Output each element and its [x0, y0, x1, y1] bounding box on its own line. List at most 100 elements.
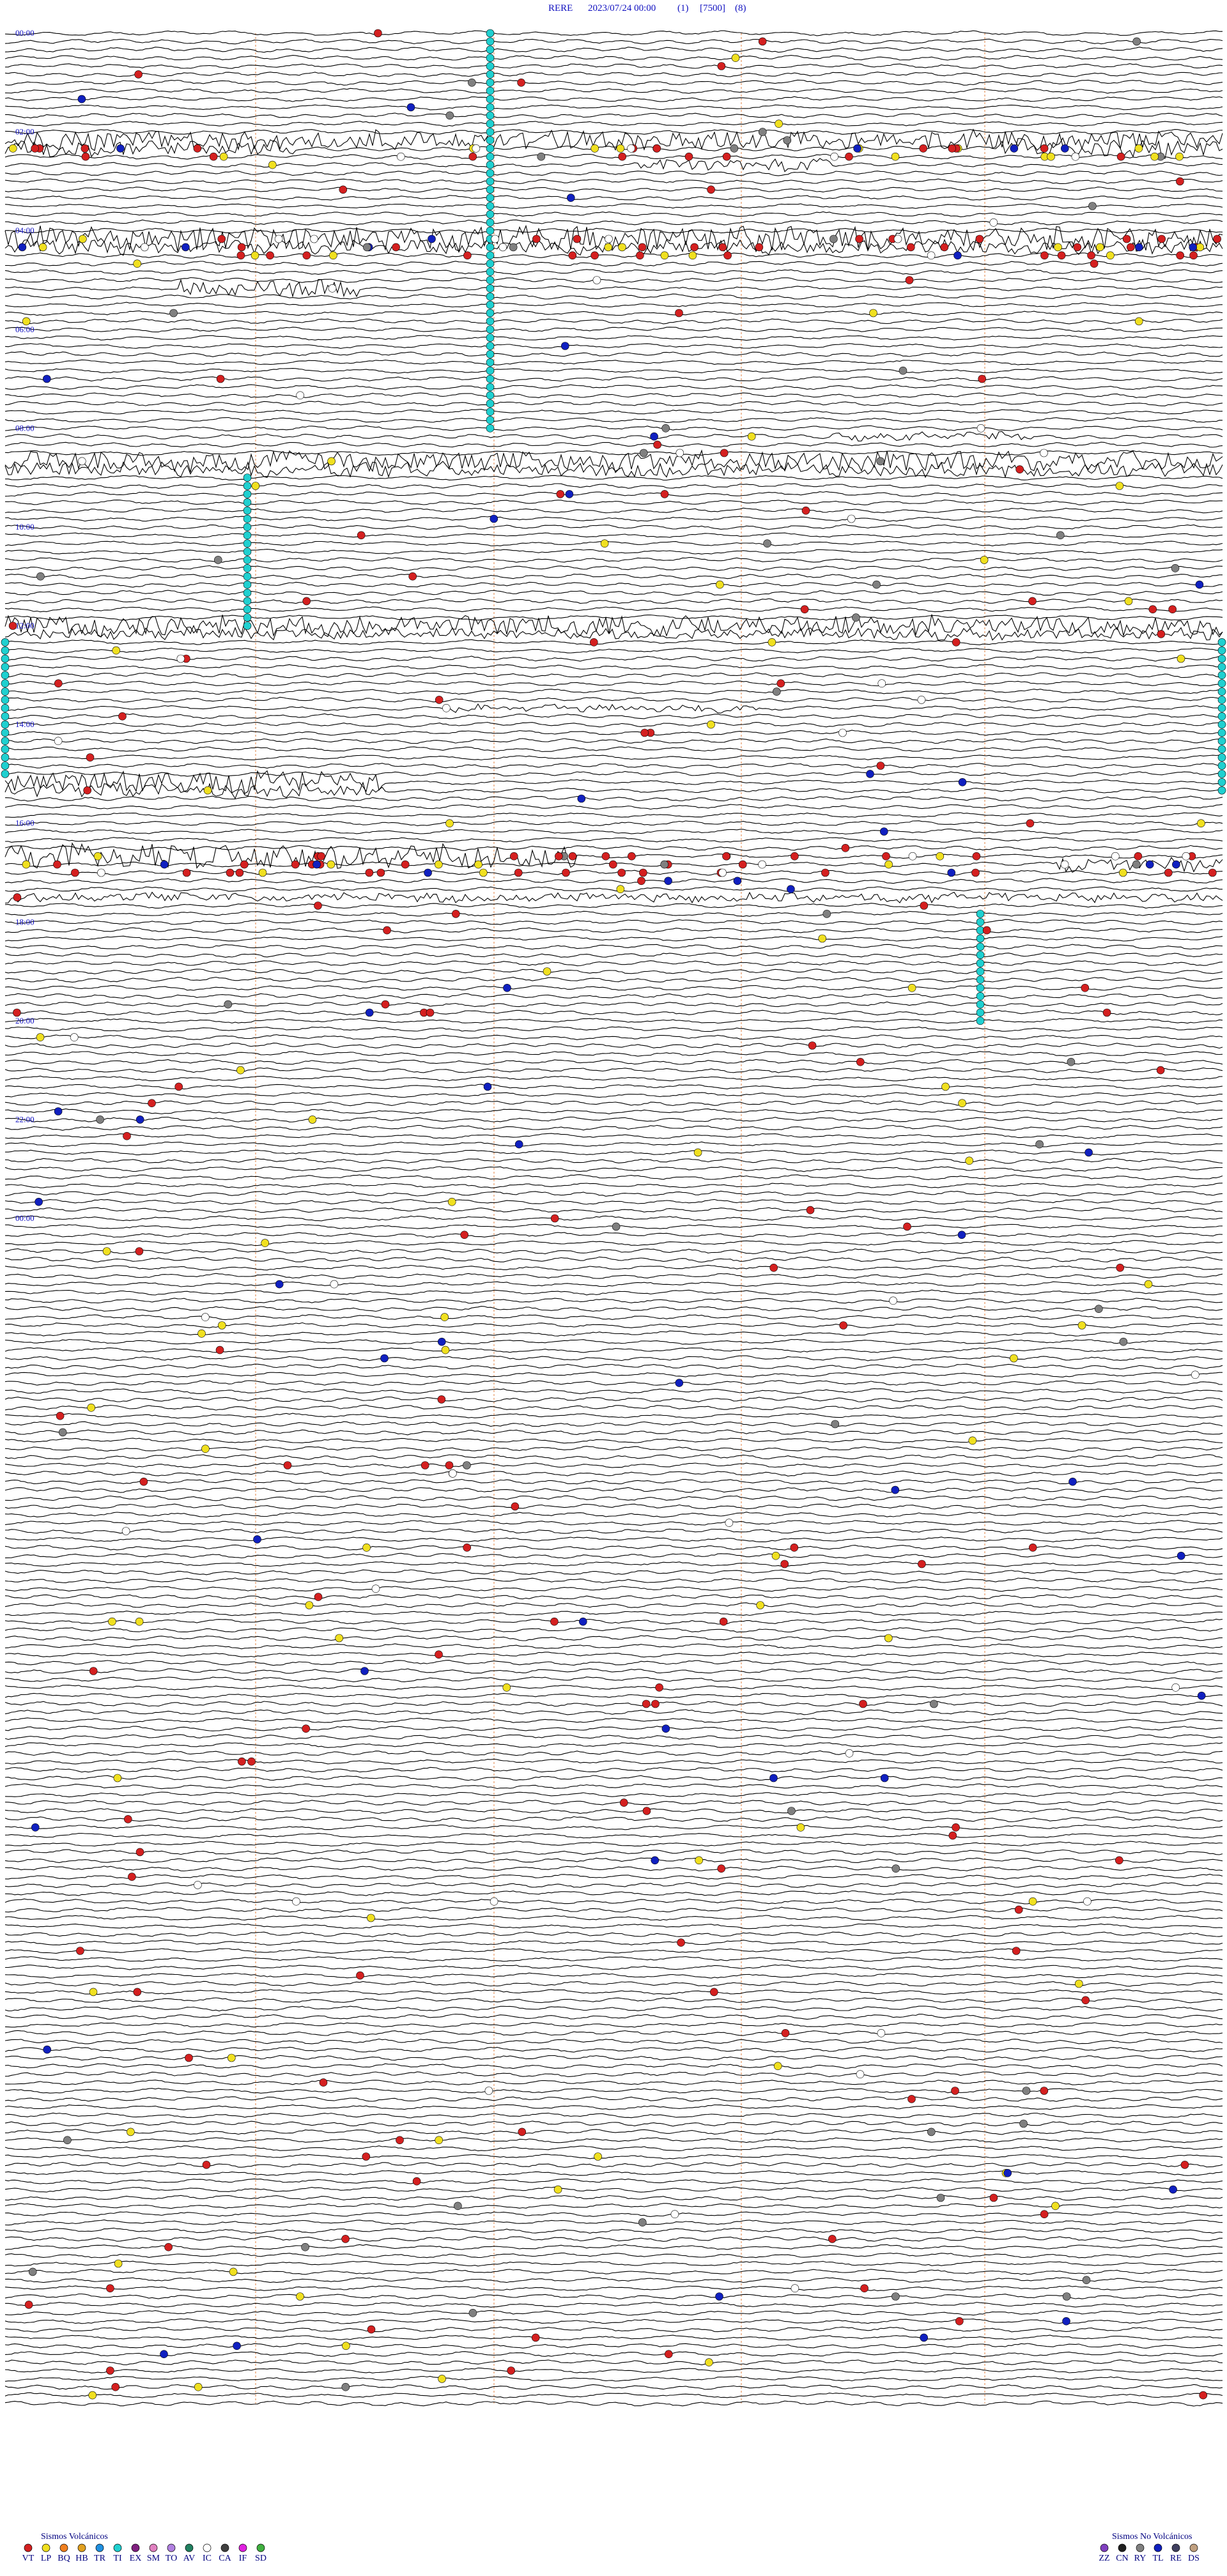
trace — [4, 2038, 1223, 2044]
event-marker — [787, 1807, 796, 1815]
legend-swatch — [77, 2543, 86, 2552]
event-marker — [1051, 2202, 1060, 2211]
trace — [4, 1124, 1223, 1131]
trace — [4, 1001, 1223, 1008]
trace — [4, 507, 1223, 514]
trace — [4, 1586, 1223, 1592]
event-marker — [268, 160, 277, 169]
trace — [4, 1668, 1223, 1674]
trace — [4, 2088, 1223, 2094]
trace — [4, 1059, 1223, 1065]
trace — [4, 2392, 1223, 2398]
trace — [4, 359, 1223, 365]
event-marker — [169, 309, 178, 318]
trace — [4, 1438, 1223, 1444]
trace — [4, 1923, 1223, 1929]
event-marker — [780, 1560, 789, 1568]
trace — [4, 1882, 1223, 1889]
event-marker — [202, 2161, 211, 2169]
event-marker — [111, 2382, 120, 2391]
marker — [486, 54, 495, 62]
event-marker — [866, 770, 874, 778]
event-marker — [1132, 37, 1141, 46]
marker — [976, 976, 985, 984]
event-marker — [509, 243, 518, 252]
event-marker — [1134, 852, 1143, 861]
event-marker — [1083, 1897, 1092, 1906]
marker — [486, 325, 495, 334]
event-marker — [102, 1247, 111, 1255]
event-marker — [695, 1856, 703, 1865]
event-marker — [828, 2235, 837, 2243]
event-marker — [710, 1988, 718, 1997]
marker — [1, 720, 10, 729]
event-marker — [1171, 1683, 1180, 1692]
event-marker — [589, 638, 598, 647]
trace — [4, 2351, 1223, 2358]
event-marker — [421, 1461, 429, 1469]
trace — [4, 2269, 1223, 2275]
event-marker — [314, 1593, 323, 1601]
event-marker — [565, 490, 574, 498]
event-marker — [982, 926, 991, 935]
event-marker — [514, 868, 523, 877]
event-marker — [113, 1774, 122, 1782]
event-marker — [1028, 597, 1037, 606]
legend-code: TR — [94, 2554, 106, 2563]
event-marker — [1157, 234, 1166, 243]
trace — [4, 158, 1223, 172]
trace — [4, 1652, 1223, 1658]
event-marker — [775, 119, 783, 128]
event-marker — [437, 1337, 446, 1346]
trace — [4, 137, 1223, 159]
event-marker — [601, 852, 610, 861]
event-marker — [1106, 251, 1115, 260]
event-marker — [28, 2267, 37, 2276]
trace — [4, 1611, 1223, 1616]
legend-code: IF — [239, 2554, 247, 2563]
legend-swatch — [42, 2543, 50, 2552]
trace — [4, 1174, 1223, 1181]
event-marker — [135, 1116, 144, 1124]
event-marker — [435, 2136, 444, 2145]
event-marker — [134, 70, 143, 79]
legend-swatch — [220, 2543, 229, 2552]
legend-code: IC — [203, 2554, 212, 2563]
event-marker — [670, 2210, 679, 2218]
event-marker — [940, 243, 949, 252]
event-marker — [618, 152, 627, 161]
marker — [486, 119, 495, 128]
event-marker — [783, 136, 792, 144]
legend-code: RY — [1134, 2554, 1146, 2563]
event-marker — [216, 374, 225, 383]
event-marker — [226, 868, 235, 877]
trace — [5, 2301, 1223, 2308]
event-marker — [139, 1477, 148, 1486]
trace — [4, 626, 1223, 641]
time-label: 00:00 — [15, 28, 35, 38]
event-marker — [725, 1519, 734, 1527]
trace — [4, 491, 1223, 497]
event-marker — [1054, 243, 1062, 252]
marker — [243, 605, 252, 614]
trace — [4, 1141, 1223, 1147]
event-marker — [884, 1634, 893, 1643]
event-marker — [251, 251, 259, 260]
time-label: 12:00 — [15, 621, 35, 631]
event-marker — [367, 2325, 376, 2334]
event-marker — [440, 1313, 449, 1321]
marker — [243, 523, 252, 532]
event-marker — [847, 514, 856, 523]
trace — [4, 738, 1223, 744]
trace — [4, 310, 1223, 316]
trace — [4, 1544, 1223, 1551]
event-marker — [755, 243, 764, 252]
trace — [4, 1372, 1223, 1377]
trace — [4, 1767, 1223, 1773]
event-marker — [97, 868, 105, 877]
event-marker — [301, 2242, 309, 2251]
event-marker — [296, 391, 305, 400]
event-marker — [77, 95, 86, 103]
event-marker — [503, 984, 511, 992]
legend-code: AV — [183, 2554, 195, 2563]
